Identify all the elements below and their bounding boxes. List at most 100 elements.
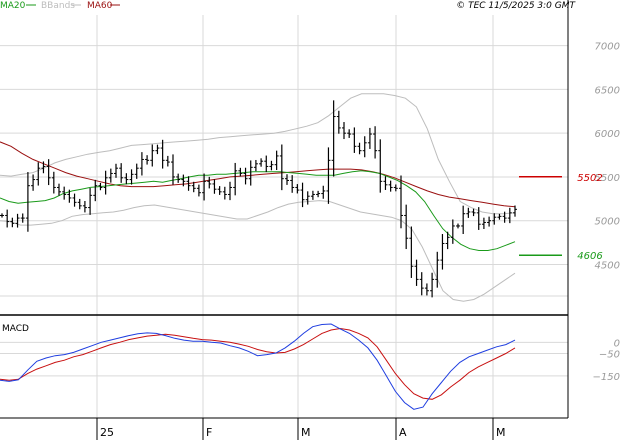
ohlc-bar (430, 272, 435, 298)
legend-bbands-label: BBands (41, 1, 75, 11)
ohlc-bar (513, 205, 517, 217)
legend-ma20-label: MA20 (0, 1, 26, 11)
ohlc-bar (134, 163, 139, 179)
ohlc-bar (388, 180, 393, 192)
ohlc-bar (108, 168, 113, 183)
ohlc-bar (248, 160, 253, 186)
price-y-tick-label: 5500 (595, 173, 620, 184)
macd-lines-layer (0, 323, 516, 410)
ohlc-bar (342, 122, 346, 140)
level-label: 5502 (577, 173, 602, 184)
ohlc-bar (424, 283, 429, 296)
ohlc-bar (207, 176, 212, 189)
ohlc-bar (67, 189, 72, 203)
bbands-lower-line (0, 200, 516, 302)
ohlc-bar (399, 175, 403, 229)
ohlc-bar (352, 127, 357, 153)
ohlc-bar (233, 162, 238, 196)
ohlc-bar (20, 213, 25, 223)
ohlc-bar (357, 142, 362, 155)
ohlc-bar (150, 144, 155, 167)
macd-y-tick-label: −50 (599, 349, 620, 360)
price-y-ticks: 7000 6500 6000 5500 5000 4500 (595, 42, 620, 272)
ohlc-bar (222, 186, 227, 200)
x-ticks: 25 F M A M (96, 418, 506, 440)
price-y-tick-label: 4500 (595, 260, 620, 271)
macd-y-tick-label: −150 (593, 372, 620, 383)
price-gridlines (0, 45, 568, 297)
ohlc-bar (310, 190, 315, 200)
bbands-upper-line (0, 93, 516, 215)
x-tick-label: 25 (100, 426, 114, 439)
ohlc-bar (507, 207, 512, 224)
ohlc-bar (217, 186, 222, 195)
ohlc-bar (290, 175, 295, 193)
ohlc-bar (305, 191, 310, 205)
ohlc-bar (497, 213, 502, 220)
moving-averages-layer (0, 141, 516, 251)
ohlc-bar (456, 223, 460, 229)
ohlc-bar (46, 159, 51, 186)
ohlc-bar (119, 163, 124, 183)
ohlc-bar (373, 126, 378, 159)
level-lines-layer (519, 176, 562, 256)
ohlc-bar (295, 184, 300, 194)
ohlc-bar (362, 136, 367, 158)
ohlc-bar (367, 127, 372, 149)
bbands-layer (0, 93, 516, 302)
ohlc-bar (181, 174, 186, 187)
ohlc-bar (316, 190, 321, 198)
ohlc-bar (347, 129, 352, 138)
legend: MA20 BBands MA60 (0, 1, 120, 11)
ohlc-bar (383, 176, 388, 190)
ohlc-bar (419, 272, 424, 296)
ohlc-bars-layer (0, 100, 517, 298)
ohlc-bar (331, 100, 336, 177)
ohlc-bar (285, 174, 289, 185)
price-y-tick-label: 6500 (595, 85, 620, 96)
price-y-tick-label: 7000 (595, 42, 620, 53)
price-y-tick-label: 6000 (595, 129, 620, 140)
ohlc-bar (72, 193, 77, 207)
level-labels: 5502 4606 (577, 173, 602, 262)
ohlc-bar (62, 186, 67, 200)
ohlc-bar (212, 179, 217, 194)
ohlc-bar (186, 176, 191, 191)
vertical-gridlines (96, 15, 494, 418)
ohlc-bar (414, 259, 419, 286)
ohlc-bar (10, 217, 15, 228)
ohlc-bar (243, 167, 248, 185)
macd-signal-line (0, 327, 516, 400)
macd-y-tick-label: 0 (614, 338, 620, 349)
x-tick-label: M (496, 426, 506, 439)
copyright-text: © TEC 11/5/2025 3:0 GMT (456, 1, 576, 11)
ohlc-bar (435, 251, 440, 288)
ohlc-bar (77, 198, 82, 210)
ohlc-bar (492, 213, 497, 225)
ohlc-bar (88, 188, 93, 215)
ohlc-bar (165, 155, 170, 167)
ohlc-bar (378, 139, 383, 193)
legend-ma60-label: MA60 (87, 1, 113, 11)
ohlc-bar (160, 139, 165, 169)
ohlc-bar (264, 155, 269, 173)
ohlc-bar (31, 174, 36, 191)
macd-gridlines (0, 341, 568, 377)
x-tick-label: A (399, 426, 407, 439)
macd-y-ticks: 0−50 −150 (593, 338, 620, 382)
ohlc-bar (93, 179, 98, 202)
ohlc-bar (466, 207, 471, 218)
ohlc-bar (253, 159, 258, 172)
ohlc-bar (461, 205, 466, 235)
ohlc-bar (228, 181, 232, 201)
ohlc-bar (5, 209, 10, 228)
ohlc-bar (145, 155, 150, 165)
ohlc-bar (481, 217, 486, 229)
ohlc-bar (202, 173, 207, 201)
ohlc-bar (155, 144, 160, 155)
ohlc-bar (445, 231, 450, 250)
ohlc-bar (114, 163, 118, 178)
ohlc-bar (471, 208, 476, 217)
ohlc-bar (487, 216, 492, 227)
